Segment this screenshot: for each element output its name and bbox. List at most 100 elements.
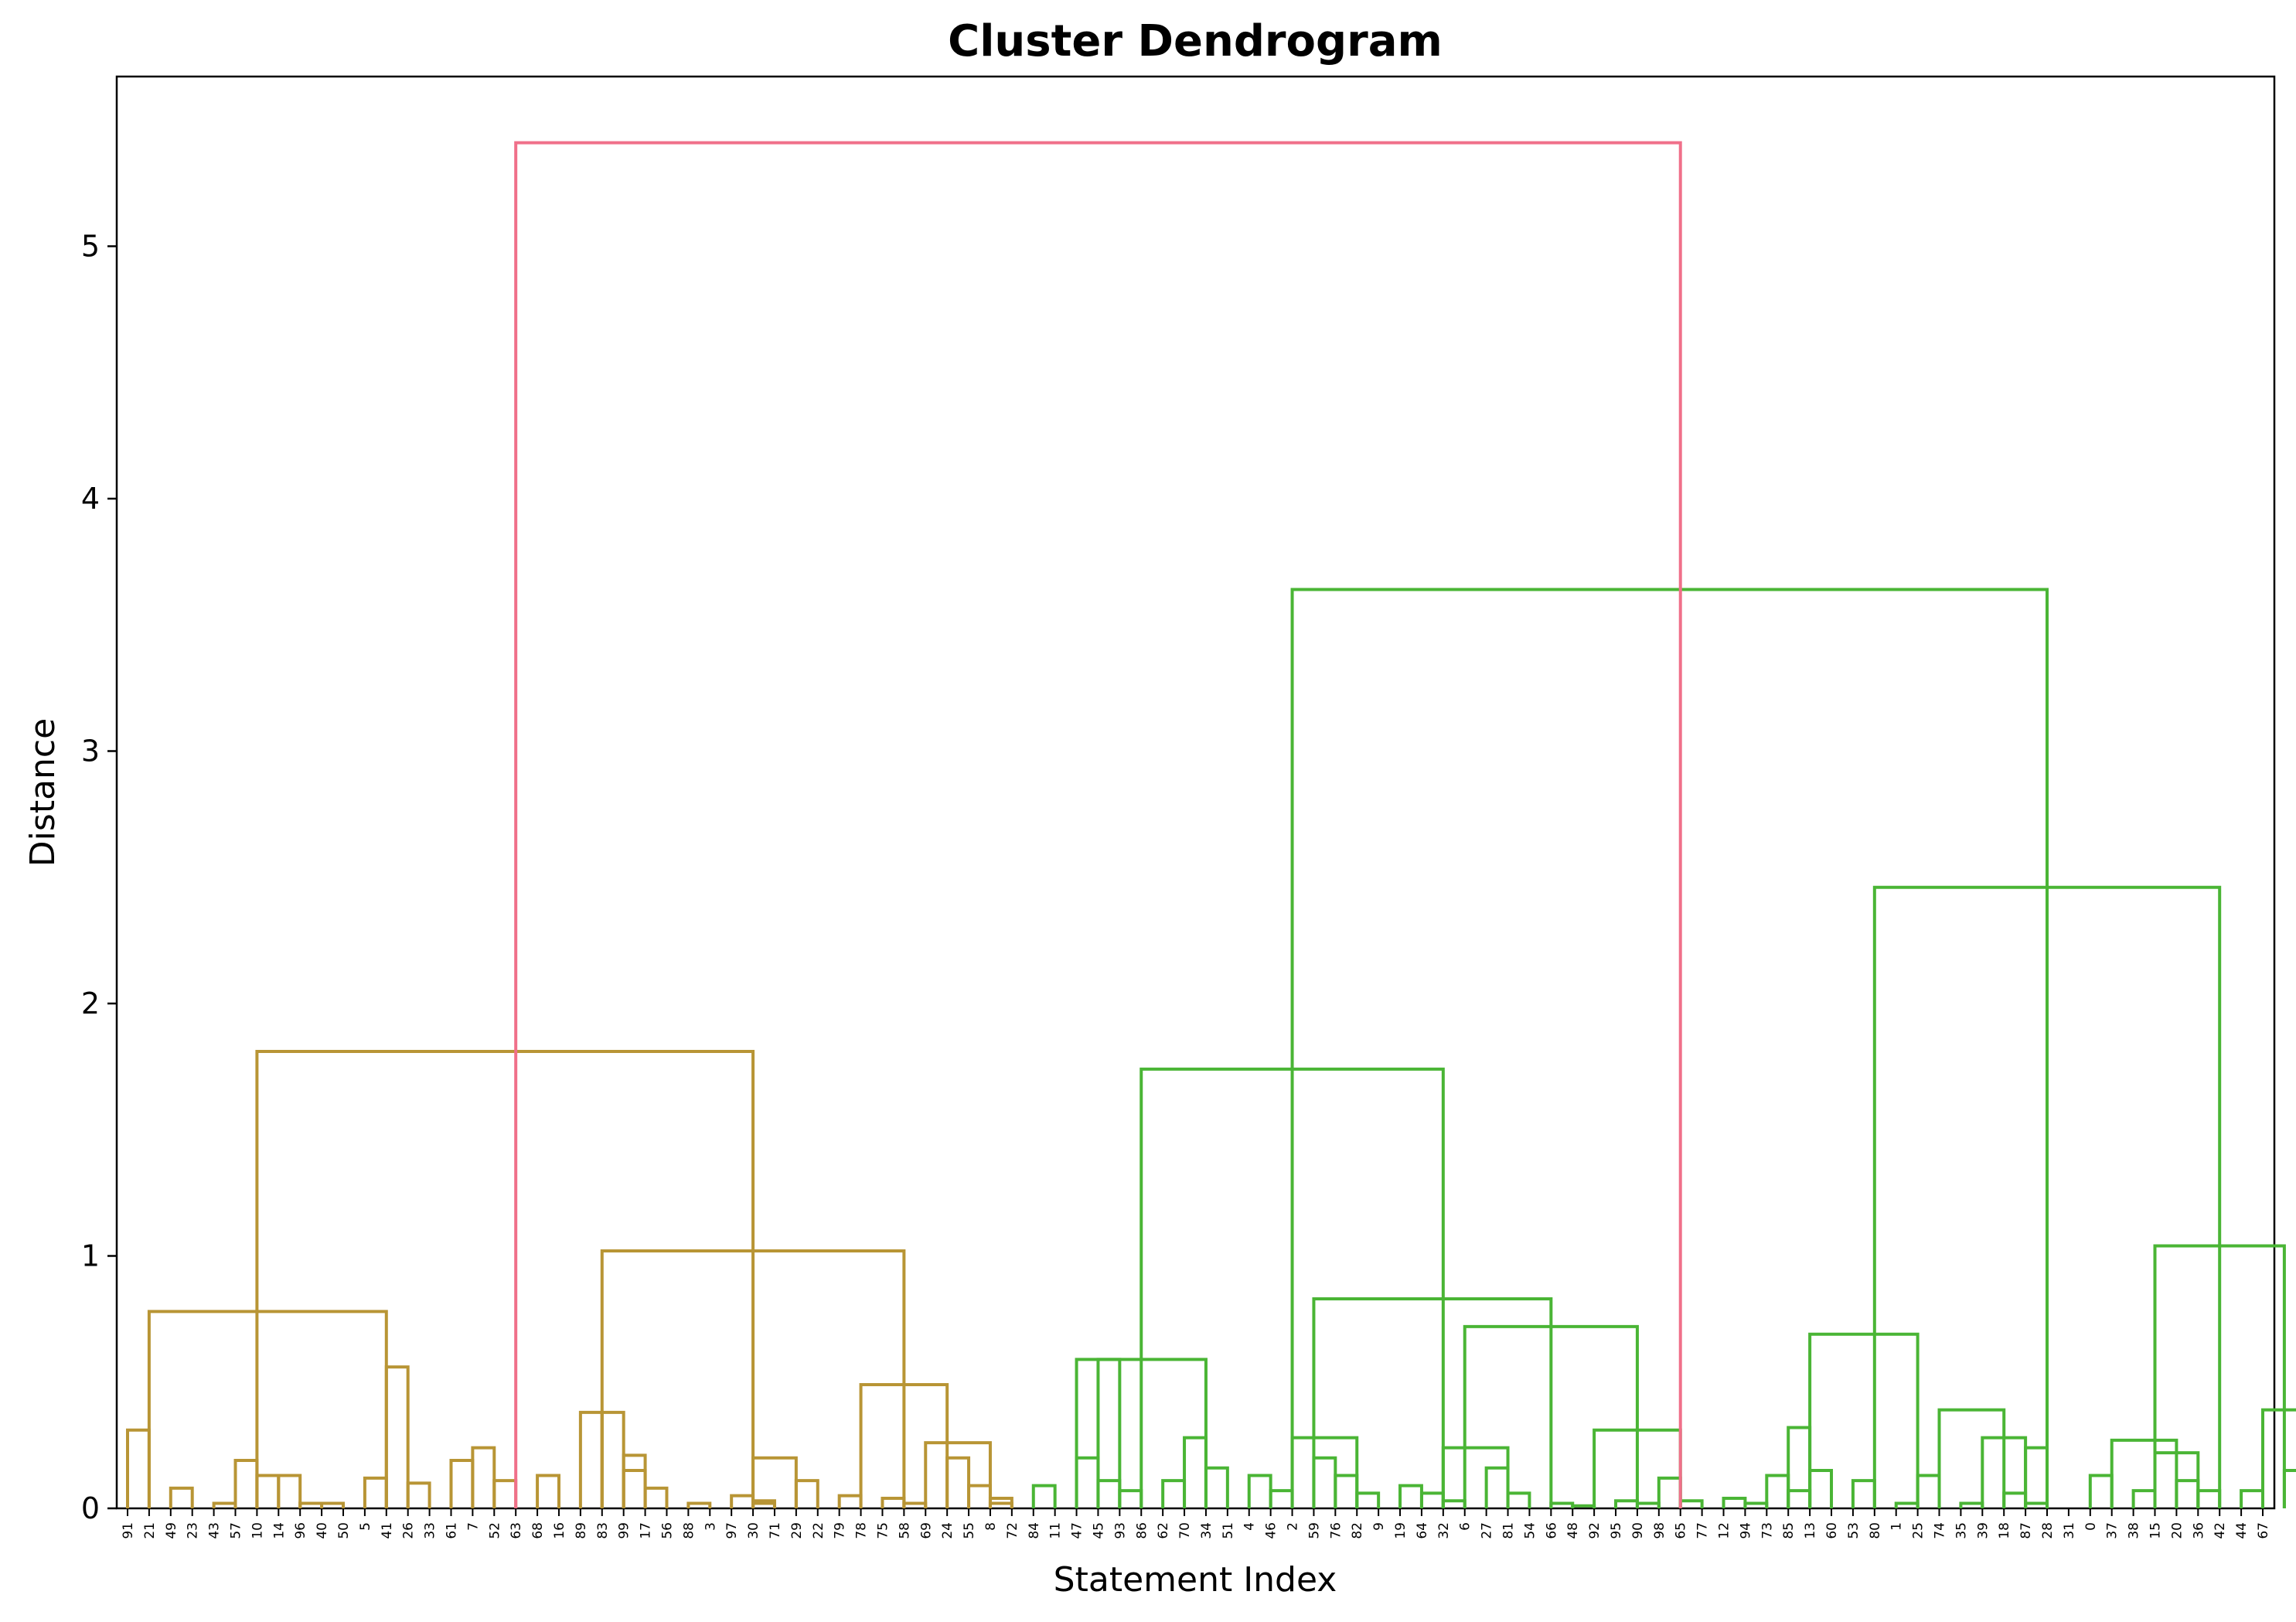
- leaf-label: 70: [1177, 1522, 1193, 1539]
- leaf-label: 30: [746, 1522, 761, 1539]
- dendrogram-link: [1937, 1408, 2006, 1508]
- dendrogram-link: [2196, 1489, 2222, 1508]
- leaf-label: 42: [2213, 1522, 2228, 1539]
- dendrogram-link: [514, 141, 1682, 1508]
- dendrogram-link: [643, 1486, 669, 1508]
- leaf-label: 47: [1070, 1522, 1085, 1539]
- leaf-label: 98: [1652, 1522, 1667, 1539]
- leaf-label: 36: [2191, 1522, 2206, 1539]
- leaf-label: 50: [336, 1522, 352, 1539]
- leaf-label: 24: [940, 1522, 956, 1539]
- leaf-label: 57: [228, 1522, 244, 1539]
- dendrogram-link: [2240, 1489, 2264, 1508]
- dendrogram-link: [967, 1484, 992, 1508]
- leaf-label: 11: [1048, 1522, 1064, 1539]
- dendrogram-link: [1312, 1297, 1553, 1508]
- leaf-label: 8: [983, 1522, 999, 1531]
- dendrogram-link: [126, 1428, 151, 1508]
- dendrogram-link: [924, 1441, 992, 1508]
- leaf-label: 48: [1565, 1522, 1581, 1539]
- dendrogram-link: [2110, 1438, 2178, 1508]
- leaf-label: 33: [423, 1522, 438, 1539]
- leaf-label: 15: [2148, 1522, 2164, 1539]
- leaf-label: 52: [487, 1522, 502, 1539]
- leaf-label: 17: [639, 1522, 654, 1539]
- dendrogram-link: [233, 1458, 259, 1508]
- y-tick-label: 5: [81, 230, 100, 264]
- leaf-label: 32: [1436, 1522, 1452, 1539]
- dendrogram-link: [1441, 1499, 1467, 1508]
- dendrogram-link: [2024, 1446, 2049, 1508]
- leaf-label: 29: [789, 1522, 805, 1539]
- y-tick-label: 0: [81, 1491, 100, 1525]
- dendrogram-link: [1183, 1436, 1208, 1508]
- leaf-label: 99: [617, 1522, 632, 1539]
- dendrogram-link: [2282, 1469, 2296, 1508]
- leaf-label: 21: [142, 1522, 158, 1539]
- leaf-label: 43: [207, 1522, 223, 1539]
- y-tick-label: 4: [81, 482, 100, 516]
- leaf-label: 79: [833, 1522, 848, 1539]
- dendrogram-link: [255, 1050, 755, 1508]
- leaf-label: 97: [724, 1522, 740, 1539]
- leaf-label: 77: [1695, 1522, 1711, 1539]
- dendrogram-links: [126, 141, 2296, 1508]
- leaf-label: 38: [2127, 1522, 2142, 1539]
- dendrogram-link: [2002, 1491, 2028, 1508]
- leaf-label: 63: [509, 1522, 524, 1539]
- leaf-label: 64: [1415, 1522, 1430, 1539]
- dendrogram-link: [794, 1479, 819, 1508]
- dendrogram-link: [730, 1494, 755, 1508]
- leaf-label: 39: [1975, 1522, 1991, 1539]
- leaf-label: 16: [552, 1522, 567, 1539]
- leaf-label: 56: [659, 1522, 675, 1539]
- dendrogram-link: [1204, 1466, 1229, 1508]
- leaf-label: 46: [1264, 1522, 1279, 1539]
- dendrogram-link: [1808, 1332, 1920, 1508]
- leaf-label: 85: [1781, 1522, 1797, 1539]
- leaf-label: 20: [2169, 1522, 2185, 1539]
- leaf-label: 68: [530, 1522, 546, 1539]
- dendrogram-link: [1118, 1489, 1143, 1508]
- dendrogram-link: [1614, 1499, 1639, 1508]
- leaf-label: 95: [1609, 1522, 1624, 1539]
- leaf-label: 7: [465, 1522, 481, 1531]
- dendrogram-link: [1506, 1491, 1531, 1508]
- dendrogram-link: [1678, 1499, 1704, 1508]
- leaf-labels: 91 21 49 23 43 57 10 14 96 40 50 5 41 26 33 61 7 52 63 68 16…: [121, 1508, 2271, 1539]
- dendrogram-link: [1031, 1484, 1057, 1508]
- leaf-label: 35: [1954, 1522, 1969, 1539]
- x-axis-label: Statement Index: [1054, 1560, 1337, 1600]
- dendrogram-link: [2131, 1489, 2157, 1508]
- y-tick-label: 3: [81, 734, 100, 768]
- leaf-label: 19: [1393, 1522, 1409, 1539]
- dendrogram-link: [277, 1474, 302, 1508]
- plot-area-frame: [115, 75, 2276, 1510]
- leaf-label: 90: [1630, 1522, 1646, 1539]
- dendrogram-link: [1484, 1466, 1510, 1508]
- dendrogram-link: [384, 1365, 410, 1508]
- dendrogram-link: [169, 1486, 194, 1508]
- dendrogram-link: [255, 1474, 281, 1508]
- leaf-label: 37: [2105, 1522, 2121, 1539]
- dendrogram-link: [471, 1446, 496, 1508]
- leaf-label: 53: [1846, 1522, 1862, 1539]
- dendrogram-link: [1355, 1491, 1381, 1508]
- leaf-label: 2: [1286, 1522, 1301, 1531]
- dendrogram-link: [881, 1496, 906, 1508]
- leaf-label: 89: [574, 1522, 589, 1539]
- dendrogram-link: [1916, 1474, 1941, 1508]
- dendrogram-link: [1787, 1426, 1812, 1508]
- dendrogram-link: [1247, 1474, 1272, 1508]
- dendrogram-link: [1334, 1474, 1359, 1508]
- leaf-label: 54: [1522, 1522, 1538, 1539]
- leaf-label: 27: [1480, 1522, 1495, 1539]
- leaf-label: 9: [1371, 1522, 1387, 1531]
- dendrogram-link: [1096, 1479, 1122, 1508]
- dendrogram-link: [2088, 1474, 2114, 1508]
- dendrogram-link: [1312, 1456, 1337, 1508]
- dendrogram-link: [578, 1410, 604, 1508]
- dendrogram-link: [363, 1476, 388, 1508]
- dendrogram-link: [1851, 1479, 1876, 1508]
